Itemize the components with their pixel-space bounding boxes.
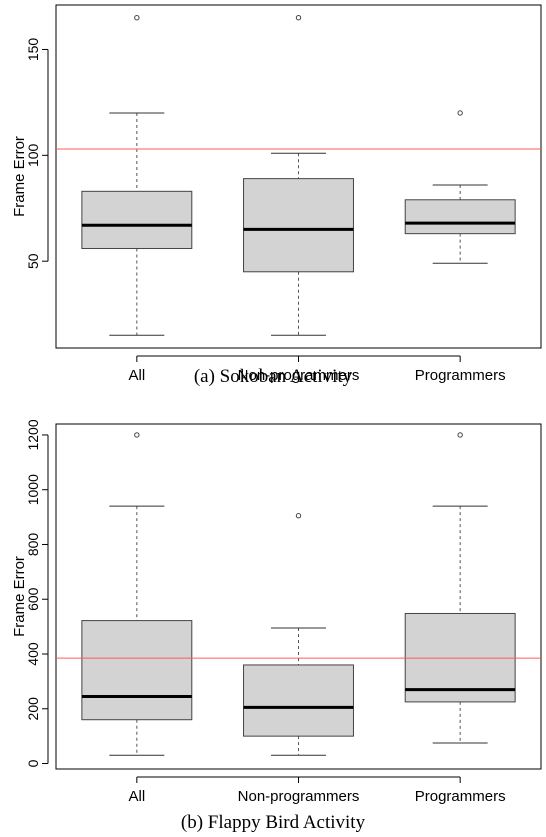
chart-panel-flappy-bird: 0 200 400 600 800 1000 1200 Frame Error All Non-p… [0,420,546,837]
x-tick-label: Non-programmers [238,788,360,805]
y-tick-label: 50 [25,253,41,269]
boxplot-sokoban: 50 100 150 Frame Error All Non-programmers Pro… [11,4,542,384]
outlier-point [457,432,463,438]
outlier-point [295,513,302,519]
plot-frame [55,423,542,770]
box-iqr [81,620,193,721]
y-tick-label: 150 [25,38,41,62]
x-tick-label: All [128,367,145,384]
y-tick-label: 800 [25,533,41,557]
box-iqr [81,190,193,249]
x-tick-label: All [128,788,145,805]
y-tick-label: 400 [25,642,41,666]
box-iqr [404,199,516,235]
plot-frame [55,4,542,349]
boxplot-flappy-bird: 0 200 400 600 800 1000 1200 Frame Error All Non-p… [11,420,542,805]
outlier-point [295,15,302,21]
y-axis-title: Frame Error [11,556,28,637]
y-axis-title: Frame Error [11,136,28,217]
y-tick-label: 1000 [25,474,41,505]
x-tick-label: Programmers [415,367,506,384]
y-tick-label: 100 [25,143,41,167]
x-tick-label: Non-programmers [238,367,360,384]
outlier-point [134,15,140,21]
caption-flappy-bird: (b) Flappy Bird Activity [180,812,366,833]
chart-panel-sokoban: 50 100 150 Frame Error All Non-programmers Pro… [11,4,542,387]
outlier-point [457,110,463,116]
box-iqr [243,664,354,737]
box-iqr [243,178,354,273]
y-tick-label: 1200 [25,420,41,451]
y-tick-label: 600 [25,587,41,611]
x-tick-label: Programmers [415,788,506,805]
y-tick-label: 0 [25,759,41,767]
outlier-point [134,432,140,438]
caption-sokoban: (a) Sokoban Activity [193,366,353,387]
y-tick-label: 200 [25,697,41,721]
